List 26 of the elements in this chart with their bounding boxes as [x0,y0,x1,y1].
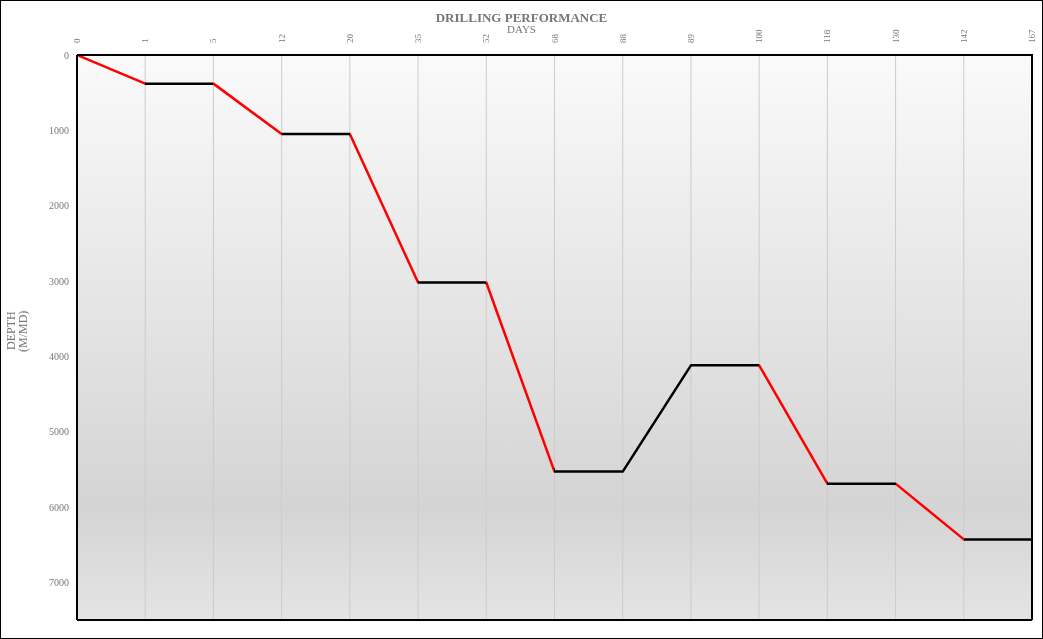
y-tick-label: 3000 [49,275,69,287]
y-tick-label: 6000 [49,501,69,513]
x-tick-label: 5 [208,38,219,43]
y-tick-label: 5000 [49,426,69,438]
x-tick-label: 1 [140,38,151,43]
x-tick-label: 118 [822,29,833,43]
y-tick-label: 1000 [49,124,69,136]
x-tick-label: 20 [344,33,355,43]
y-tick-label: 0 [64,49,69,61]
x-tick-label: 88 [617,33,628,43]
x-tick-label: 12 [276,34,287,43]
x-tick-label: 100 [754,29,765,43]
y-axis-title: DEPTH (M/MD) [4,309,30,354]
x-tick-label: 130 [890,29,901,43]
x-tick-label: 89 [685,33,696,43]
y-tick-label: 4000 [49,350,69,362]
x-tick-label: 142 [958,29,969,43]
x-tick-label: 35 [413,33,424,43]
x-tick-label: 0 [72,38,82,43]
chart-title: DRILLING PERFORMANCE [434,10,609,25]
x-tick-label: 68 [549,33,560,43]
y-tick-label: 2000 [49,200,69,212]
x-tick-label: 52 [481,34,492,43]
y-tick-label: 7000 [49,576,69,588]
x-tick-label: 167 [1027,29,1037,43]
x-axis-title: DAYS [507,23,536,35]
